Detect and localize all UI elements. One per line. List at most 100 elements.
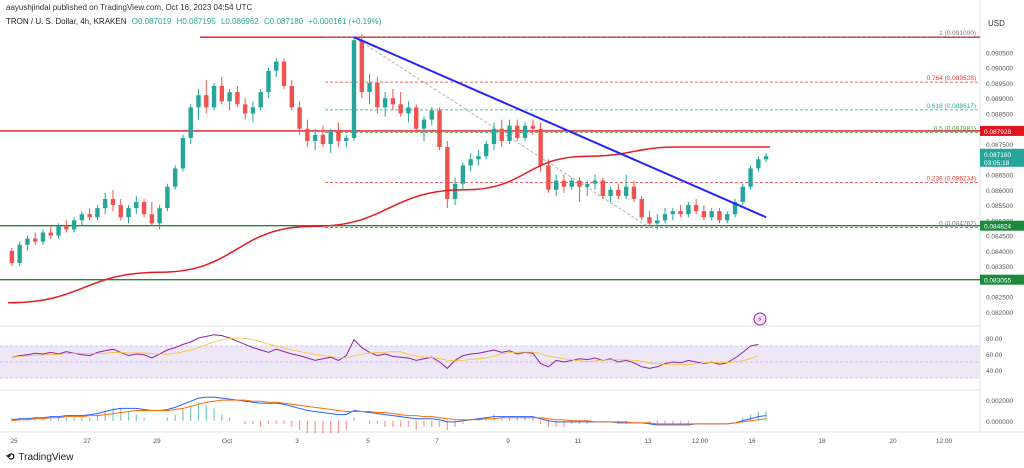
candle-body <box>483 144 489 157</box>
time-tick-label: 13 <box>644 438 652 445</box>
bearish-candle <box>631 180 637 202</box>
bearish-candle <box>33 232 38 245</box>
candle-body <box>592 180 598 184</box>
candle-body <box>134 202 139 209</box>
bullish-candle <box>623 174 629 199</box>
bearish-candle <box>561 174 567 193</box>
candle-body <box>748 168 753 187</box>
bullish-candle <box>312 128 318 151</box>
candle-body <box>468 159 473 166</box>
price-tick-label: 0.085500 <box>986 203 1013 210</box>
publish-info: aayushjindal published on TradingView.co… <box>6 3 253 12</box>
ohlc-high: H0.087195 <box>176 17 216 26</box>
bullish-candle <box>25 235 30 251</box>
rsi-tick-label: 60.00 <box>986 352 1003 359</box>
bearish-candle <box>149 202 155 227</box>
bullish-candle <box>165 183 170 212</box>
bullish-candle <box>367 73 372 105</box>
bullish-candle <box>71 217 77 233</box>
candle-body <box>367 82 372 93</box>
bearish-candle <box>87 208 92 221</box>
time-tick-label: 3 <box>295 438 299 445</box>
bullish-candle <box>460 162 466 190</box>
candle-body <box>250 107 256 114</box>
macd-tick-label: 0.000000 <box>986 419 1013 426</box>
candle-body <box>623 186 629 196</box>
bearish-candle <box>297 101 302 135</box>
bearish-candle <box>647 211 652 227</box>
candle-body <box>336 131 341 141</box>
fib-level-label: 0.618 (0.088617) <box>926 103 976 110</box>
price-tick-label: 0.090500 <box>986 50 1013 57</box>
price-tick-label: 0.089500 <box>986 81 1013 88</box>
alert-icon[interactable]: ⚡ <box>753 312 767 326</box>
candle-body <box>359 40 364 93</box>
candle-body <box>40 232 46 242</box>
time-tick-label: 27 <box>83 438 91 445</box>
symbol-legend: TRON / U. S. Dollar, 4h, KRAKEN O0.08701… <box>6 17 384 26</box>
bullish-candle <box>17 241 22 267</box>
candle-body <box>196 95 201 108</box>
time-tick-label: 9 <box>506 438 510 445</box>
candle-body <box>56 226 61 236</box>
bearish-candle <box>390 89 396 111</box>
price-tag-bg <box>980 125 1024 136</box>
bearish-candle <box>717 208 722 224</box>
bearish-candle <box>616 183 621 199</box>
time-tick-label: 18 <box>818 438 826 445</box>
candle-body <box>491 128 497 144</box>
candle-body <box>647 217 652 224</box>
time-tick-label: 20 <box>889 438 897 445</box>
candle-body <box>686 205 691 215</box>
candle-body <box>437 110 442 148</box>
bullish-candle <box>421 116 427 141</box>
candle-body <box>180 137 186 169</box>
candle-body <box>110 198 116 206</box>
price-tick-label: 0.089000 <box>986 96 1013 103</box>
ohlc-low: L0.086962 <box>220 17 259 26</box>
bearish-candle <box>141 198 147 218</box>
bearish-candle <box>359 34 364 99</box>
bullish-candle <box>732 198 738 218</box>
price-tick-label: 0.086500 <box>986 173 1013 180</box>
tradingview-logo-icon: ⟲ <box>6 452 15 463</box>
bullish-candle <box>102 192 108 215</box>
bullish-candle <box>258 89 263 111</box>
candle-body <box>577 180 582 187</box>
bullish-candle <box>476 150 481 166</box>
candle-body <box>328 131 333 144</box>
candle-body <box>312 134 318 141</box>
candle-body <box>126 208 131 218</box>
candle-body <box>398 104 403 114</box>
candle-body <box>756 159 761 169</box>
bullish-candle <box>134 195 139 215</box>
candle-body <box>289 86 295 108</box>
candle-body <box>25 238 30 245</box>
bullish-candle <box>79 211 85 227</box>
bullish-candle <box>211 82 217 111</box>
bearish-candle <box>48 226 53 239</box>
bullish-candle <box>274 58 279 77</box>
candle-body <box>725 214 730 221</box>
price-tag-countdown: 03:05:18 <box>984 160 1010 167</box>
bullish-candle <box>126 205 131 224</box>
bearish-candle <box>546 159 551 193</box>
time-tick-label: 12:00 <box>692 438 709 445</box>
bearish-candle <box>118 198 123 221</box>
candle-body <box>390 98 396 105</box>
bearish-candle <box>639 195 644 221</box>
bullish-candle <box>725 211 730 224</box>
time-tick-label: 16 <box>748 438 756 445</box>
bullish-candle <box>655 214 660 230</box>
price-tick-label: 0.084000 <box>986 249 1013 256</box>
price-tick-label: 0.082000 <box>986 310 1013 317</box>
bullish-candle <box>709 208 714 221</box>
candle-body <box>297 107 302 129</box>
macd-tick-label: 0.002000 <box>986 398 1013 405</box>
bearish-candle <box>281 58 287 90</box>
moving-average-line <box>7 146 770 304</box>
candle-body <box>662 214 668 221</box>
bullish-candle <box>382 92 388 117</box>
time-tick-label: 11 <box>575 438 582 445</box>
